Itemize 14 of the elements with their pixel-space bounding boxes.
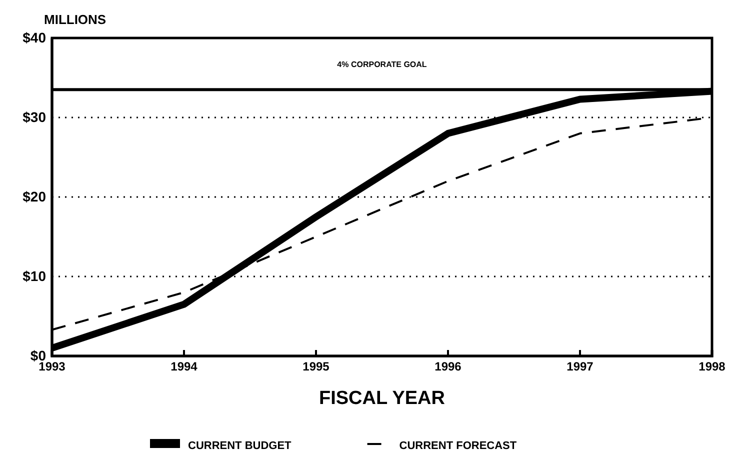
y-axis-title: MILLIONS	[44, 12, 106, 27]
y-tick-label: $10	[22, 268, 46, 284]
legend-label: CURRENT FORECAST	[399, 440, 517, 452]
y-tick-label: $30	[22, 108, 46, 125]
ref-line-label: 4% CORPORATE GOAL	[337, 60, 427, 69]
x-axis-title: FISCAL YEAR	[319, 388, 446, 409]
x-tick-label: 1995	[302, 360, 330, 374]
y-tick-label: $40	[22, 29, 46, 46]
legend-label: CURRENT BUDGET	[188, 440, 292, 452]
y-tick-label: $20	[22, 188, 46, 204]
x-tick-label: 1994	[170, 360, 198, 374]
x-tick-label: 1997	[566, 360, 594, 374]
x-tick-label: 1998	[698, 360, 726, 374]
x-tick-label: 1996	[434, 360, 462, 374]
